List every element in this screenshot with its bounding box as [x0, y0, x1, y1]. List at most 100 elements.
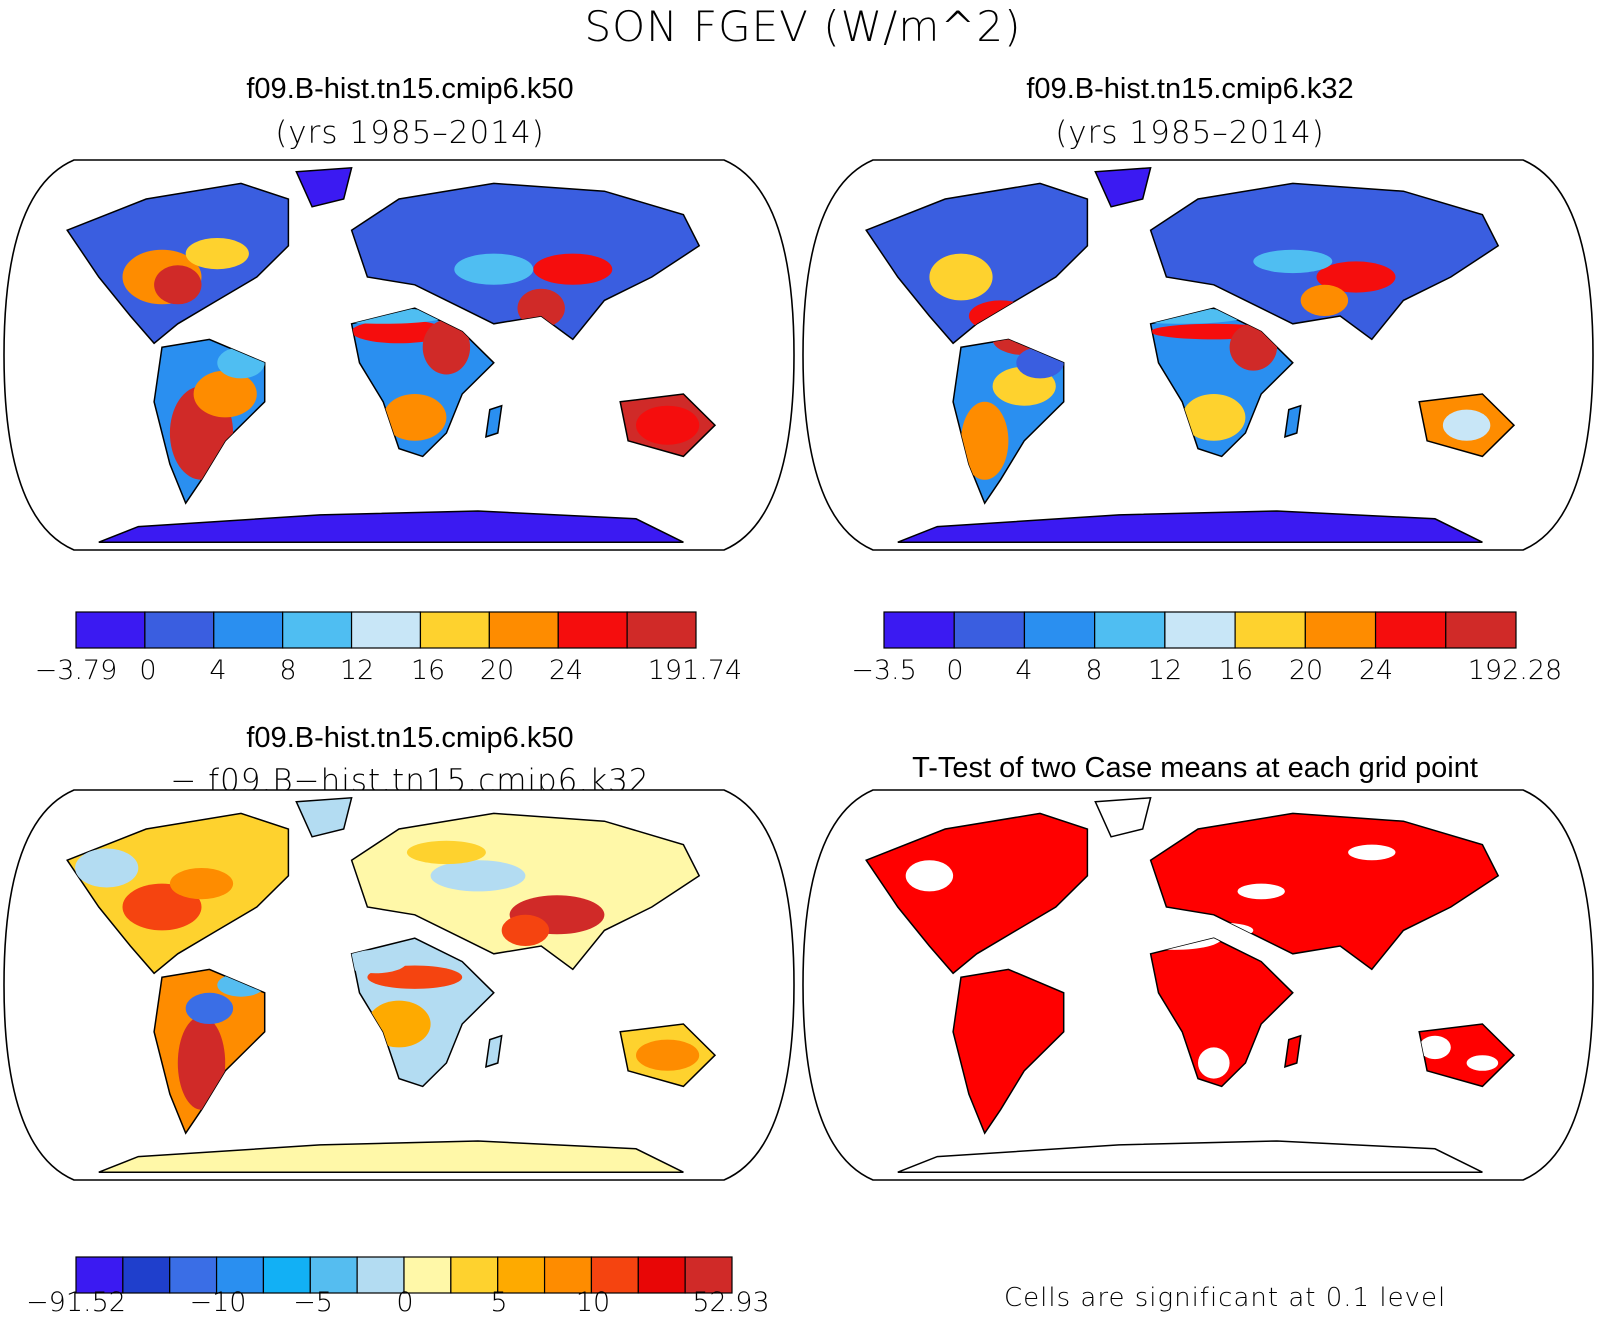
map-diff-field-patch	[406, 840, 486, 865]
colorbar-k32-swatch	[883, 611, 955, 649]
colorbar-diff-swatch	[169, 1256, 218, 1294]
colorbar-k32-tick-label: 12	[1147, 655, 1183, 686]
significance-note: Cells are significant at 0.1 level	[1004, 1283, 1447, 1313]
colorbar-diff-swatch	[590, 1256, 639, 1294]
map-ttest-field-patch	[1237, 883, 1285, 900]
colorbar-k32-swatch	[1304, 611, 1377, 649]
map-k50	[3, 159, 795, 551]
map-ttest-namerica	[865, 812, 1089, 975]
map-diff-field-patch	[501, 914, 550, 947]
colorbar-diff-tick-label: −5	[293, 1287, 333, 1318]
colorbar-k50-swatch	[488, 611, 559, 649]
colorbar-diff-swatch	[309, 1256, 358, 1294]
map-k32-field-patch	[1300, 284, 1349, 316]
map-k32-frame	[802, 159, 1594, 551]
map-k50-field-patch	[422, 319, 471, 375]
map-k50-field-patch	[351, 319, 447, 344]
colorbar-k32-tick-label: −3.5	[851, 655, 917, 686]
map-k50-madagascar	[484, 404, 503, 438]
map-diff-field-patch	[185, 992, 234, 1024]
map-k32-field-patch	[1316, 261, 1396, 293]
map-k32-field-patch	[1253, 249, 1333, 274]
map-diff	[3, 789, 795, 1181]
map-k50-field-patch	[533, 253, 613, 285]
map-diff-field-patch	[169, 868, 234, 900]
map-diff-antarctica	[98, 1140, 684, 1173]
colorbar-diff-swatch	[403, 1256, 452, 1294]
colorbar-k32-swatch	[953, 611, 1026, 649]
colorbar-k50	[75, 611, 697, 649]
map-k50-antarctica	[98, 510, 684, 543]
colorbar-k50-swatch	[350, 611, 422, 649]
map-ttest-field-patch	[1466, 1055, 1499, 1071]
map-ttest	[802, 789, 1594, 1181]
map-ttest-greenland	[1094, 796, 1152, 838]
colorbar-k50-tick-label: −3.79	[34, 655, 118, 686]
map-ttest-field-patch	[1198, 1047, 1230, 1079]
map-k50-greenland	[295, 166, 353, 208]
colorbar-k50-tick-label: 24	[548, 655, 584, 686]
panel-diff-title: f09.B-hist.tn15.cmip6.k50	[246, 722, 574, 754]
colorbar-diff-tick-label: 5	[490, 1287, 508, 1318]
colorbar-k50-swatch	[75, 611, 146, 649]
map-k32-madagascar	[1283, 404, 1302, 438]
colorbar-diff-swatch	[543, 1256, 593, 1294]
map-diff-field-patch	[75, 848, 139, 888]
colorbar-k32	[883, 611, 1517, 649]
colorbar-diff-swatch	[215, 1256, 265, 1294]
map-k32-field-patch	[929, 253, 993, 301]
colorbar-k32-swatch	[1374, 611, 1447, 649]
map-k50-frame	[3, 159, 795, 551]
colorbar-k50-swatch	[419, 611, 490, 649]
map-k32	[802, 159, 1594, 551]
figure-title: SON FGEV (W/m^2)	[584, 2, 1022, 51]
colorbar-diff-tick-label: 52.93	[692, 1287, 770, 1318]
colorbar-k32-swatch	[1234, 611, 1306, 649]
panel-k32-subtitle: (yrs 1985–2014)	[1055, 115, 1325, 151]
map-diff-field-patch	[177, 1016, 226, 1110]
colorbar-diff-swatch	[262, 1256, 311, 1294]
map-diff-frame	[3, 789, 795, 1181]
map-k32-greenland	[1094, 166, 1152, 208]
colorbar-k50-tick-label: 16	[410, 655, 446, 686]
colorbar-k50-tick-label: 12	[339, 655, 375, 686]
colorbar-k32-swatch	[1445, 611, 1517, 649]
map-k50-field-patch	[154, 265, 202, 305]
map-k50-field-patch	[193, 370, 257, 418]
panel-k50-subtitle: (yrs 1985–2014)	[275, 115, 545, 151]
map-diff-madagascar	[484, 1034, 503, 1068]
colorbar-diff-tick-label: −91.52	[26, 1287, 126, 1318]
colorbar-k32-swatch	[1164, 611, 1236, 649]
colorbar-k50-tick-label: 20	[479, 655, 515, 686]
colorbar-k32-tick-label: 4	[1015, 655, 1033, 686]
colorbar-k32-tick-label: 16	[1218, 655, 1254, 686]
map-k50-field-patch	[454, 253, 534, 285]
colorbar-diff-swatch	[497, 1256, 546, 1294]
colorbar-k50-swatch	[282, 611, 353, 649]
colorbar-diff-tick-label: 10	[575, 1287, 611, 1318]
map-k50-field-patch	[185, 238, 249, 270]
map-ttest-africa	[1149, 937, 1294, 1088]
colorbar-k32-tick-label: 192.28	[1467, 655, 1563, 686]
colorbar-k32-swatch	[1023, 611, 1096, 649]
colorbar-diff-swatch	[75, 1256, 124, 1294]
colorbar-diff-swatch	[122, 1256, 171, 1294]
colorbar-k32-swatch	[1094, 611, 1166, 649]
map-k32-field-patch	[1182, 394, 1246, 441]
colorbar-k50-tick-label: 0	[139, 655, 157, 686]
colorbar-k32-tick-label: 8	[1085, 655, 1103, 686]
colorbar-diff	[75, 1256, 733, 1294]
colorbar-k32-tick-label: 0	[946, 655, 964, 686]
colorbar-k50-tick-label: 191.74	[647, 655, 743, 686]
colorbar-k50-swatch	[557, 611, 628, 649]
map-ttest-madagascar	[1283, 1034, 1302, 1068]
colorbar-k50-swatch	[144, 611, 215, 649]
map-k50-field-patch	[383, 394, 447, 441]
colorbar-k50-swatch	[213, 611, 284, 649]
map-k50-field-patch	[636, 405, 700, 445]
colorbar-k50-tick-label: 8	[279, 655, 297, 686]
map-ttest-field-patch	[1348, 844, 1396, 861]
map-diff-field-patch	[343, 949, 407, 974]
map-diff-field-patch	[430, 860, 526, 892]
